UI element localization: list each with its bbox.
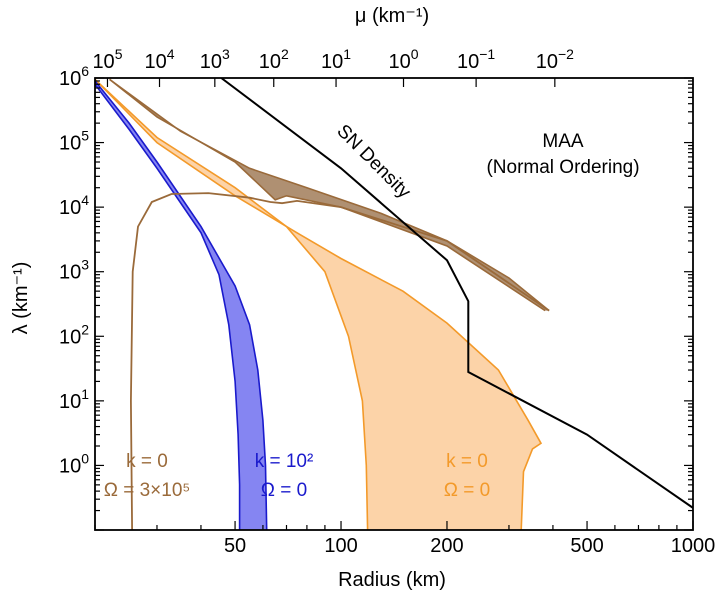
y-tick-exponent: 5 (81, 128, 89, 144)
series-band-0 (95, 79, 541, 530)
series-curve-2 (129, 192, 550, 530)
x-tick-label: 100 (324, 535, 357, 557)
series-inner-edge-0 (95, 78, 369, 530)
y-tick-base: 10 (59, 391, 81, 413)
label-brown-line-1: k = 0 (126, 451, 168, 472)
y-tick-label: 104 (59, 192, 89, 219)
x-tick-label: 1000 (671, 535, 716, 557)
series-band-1 (95, 81, 267, 530)
top-tick-exponent: 2 (281, 46, 289, 62)
top-tick-label: 10−2 (536, 46, 574, 73)
y-tick-base: 10 (59, 197, 81, 219)
y-tick-base: 10 (59, 133, 81, 155)
y-tick-label: 101 (59, 386, 89, 413)
label-orange-line-1: k = 0 (446, 451, 488, 472)
y-tick-label: 103 (59, 257, 89, 284)
top-tick-exponent: 4 (167, 46, 175, 62)
top-tick-base: 10 (321, 51, 343, 73)
top-tick-base: 10 (259, 51, 281, 73)
y-tick-exponent: 0 (81, 450, 89, 466)
top-tick-base: 10 (144, 51, 166, 73)
y-tick-exponent: 4 (81, 192, 89, 208)
top-tick-base: 10 (200, 51, 222, 73)
top-axis-title: μ (km⁻¹) (355, 5, 429, 27)
top-tick-label: 100 (388, 46, 418, 73)
title-line-2: (Normal Ordering) (486, 157, 639, 178)
label-blue-line-2: Ω = 0 (261, 480, 307, 501)
y-tick-exponent: 2 (81, 321, 89, 337)
title-line-1: MAA (542, 131, 584, 152)
top-tick-exponent: −2 (558, 46, 574, 62)
data-layer (95, 78, 693, 530)
top-tick-label: 103 (200, 46, 230, 73)
y-axis-title: λ (km⁻¹) (10, 262, 32, 335)
top-tick-label: 102 (259, 46, 289, 73)
x-tick-label: 200 (430, 535, 463, 557)
label-blue-line-1: k = 10² (255, 451, 314, 472)
top-tick-label: 104 (144, 46, 174, 73)
top-tick-exponent: 5 (115, 46, 123, 62)
y-tick-exponent: 1 (81, 386, 89, 402)
y-tick-label: 106 (59, 63, 89, 90)
series-outer-edge-1 (95, 80, 268, 530)
sn-density-line (220, 78, 693, 509)
series-group (95, 78, 693, 530)
y-tick-exponent: 3 (81, 257, 89, 273)
top-tick-label: 101 (321, 46, 351, 73)
plot-frame (94, 77, 694, 531)
y-tick-label: 102 (59, 321, 89, 348)
top-tick-label: 10−1 (457, 46, 495, 73)
x-tick-label: 500 (570, 535, 603, 557)
top-tick-exponent: 1 (343, 46, 351, 62)
top-tick-exponent: 0 (411, 46, 419, 62)
series-inner-edge-1 (95, 83, 241, 530)
y-tick-label: 105 (59, 128, 89, 155)
top-tick-base: 10 (457, 51, 479, 73)
top-tick-exponent: 3 (222, 46, 230, 62)
top-tick-base: 10 (536, 51, 558, 73)
x-axis-title: Radius (km) (338, 569, 446, 591)
top-tick-label: 105 (92, 46, 122, 73)
label-brown-line-2: Ω = 3×10⁵ (104, 480, 191, 501)
y-tick-base: 10 (59, 455, 81, 477)
y-tick-label: 100 (59, 450, 89, 477)
y-tick-base: 10 (59, 68, 81, 90)
y-tick-base: 10 (59, 326, 81, 348)
top-tick-exponent: −1 (479, 46, 495, 62)
top-tick-base: 10 (388, 51, 410, 73)
x-tick-label: 50 (224, 535, 246, 557)
y-tick-base: 10 (59, 262, 81, 284)
top-tick-base: 10 (92, 51, 114, 73)
series-inner-edge-2 (109, 78, 546, 312)
label-orange-line-2: Ω = 0 (444, 480, 490, 501)
y-tick-exponent: 6 (81, 63, 89, 79)
